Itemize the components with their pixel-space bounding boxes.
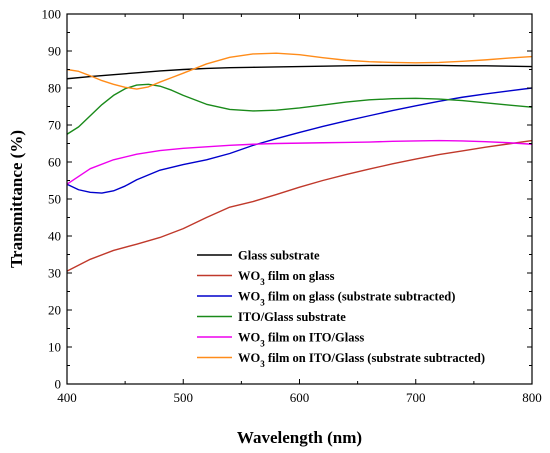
legend-label-6: WO3 film on ITO/Glass (substrate subtrac… <box>238 351 485 369</box>
series-line-1 <box>66 64 533 80</box>
series-layer <box>66 52 533 272</box>
y-tick-label: 40 <box>48 229 61 244</box>
x-axis-title: Wavelength (nm) <box>237 428 362 447</box>
x-tick-label: 700 <box>406 390 426 405</box>
plot-frame <box>66 13 533 385</box>
legend-label-5: WO3 film on ITO/Glass <box>238 331 364 349</box>
y-tick-label: 20 <box>48 303 61 318</box>
legend: Glass substrate WO3 film on glass WO3 film… <box>197 249 485 369</box>
legend-label-4: ITO/Glass substrate <box>238 310 346 324</box>
y-tick-label: 80 <box>48 81 61 96</box>
ticks-layer: 400 500 600 700 800 0 10 20 30 40 50 60 70 80 90 100 <box>42 7 542 406</box>
series-line-2 <box>66 139 533 272</box>
x-tick-label: 400 <box>57 390 77 405</box>
series-line-6 <box>66 52 533 90</box>
y-tick-label: 50 <box>48 192 61 207</box>
y-axis-title: Transmittance (%) <box>7 130 26 268</box>
y-tick-label: 90 <box>48 44 61 59</box>
y-tick-label: 70 <box>48 118 61 133</box>
x-tick-label: 600 <box>290 390 310 405</box>
series-line-4 <box>66 83 533 135</box>
y-tick-label: 0 <box>55 377 62 392</box>
series-line-3 <box>66 87 533 194</box>
y-tick-label: 100 <box>42 7 62 22</box>
legend-label-1: Glass substrate <box>238 249 320 263</box>
x-tick-label: 500 <box>174 390 194 405</box>
series-line-5 <box>66 139 533 185</box>
y-tick-label: 30 <box>48 266 61 281</box>
x-tick-label: 800 <box>522 390 542 405</box>
y-tick-label: 60 <box>48 155 61 170</box>
legend-label-2: WO3 film on glass <box>238 269 335 287</box>
y-tick-label: 10 <box>48 340 61 355</box>
legend-label-3: WO3 film on glass (substrate subtracted) <box>238 290 455 308</box>
